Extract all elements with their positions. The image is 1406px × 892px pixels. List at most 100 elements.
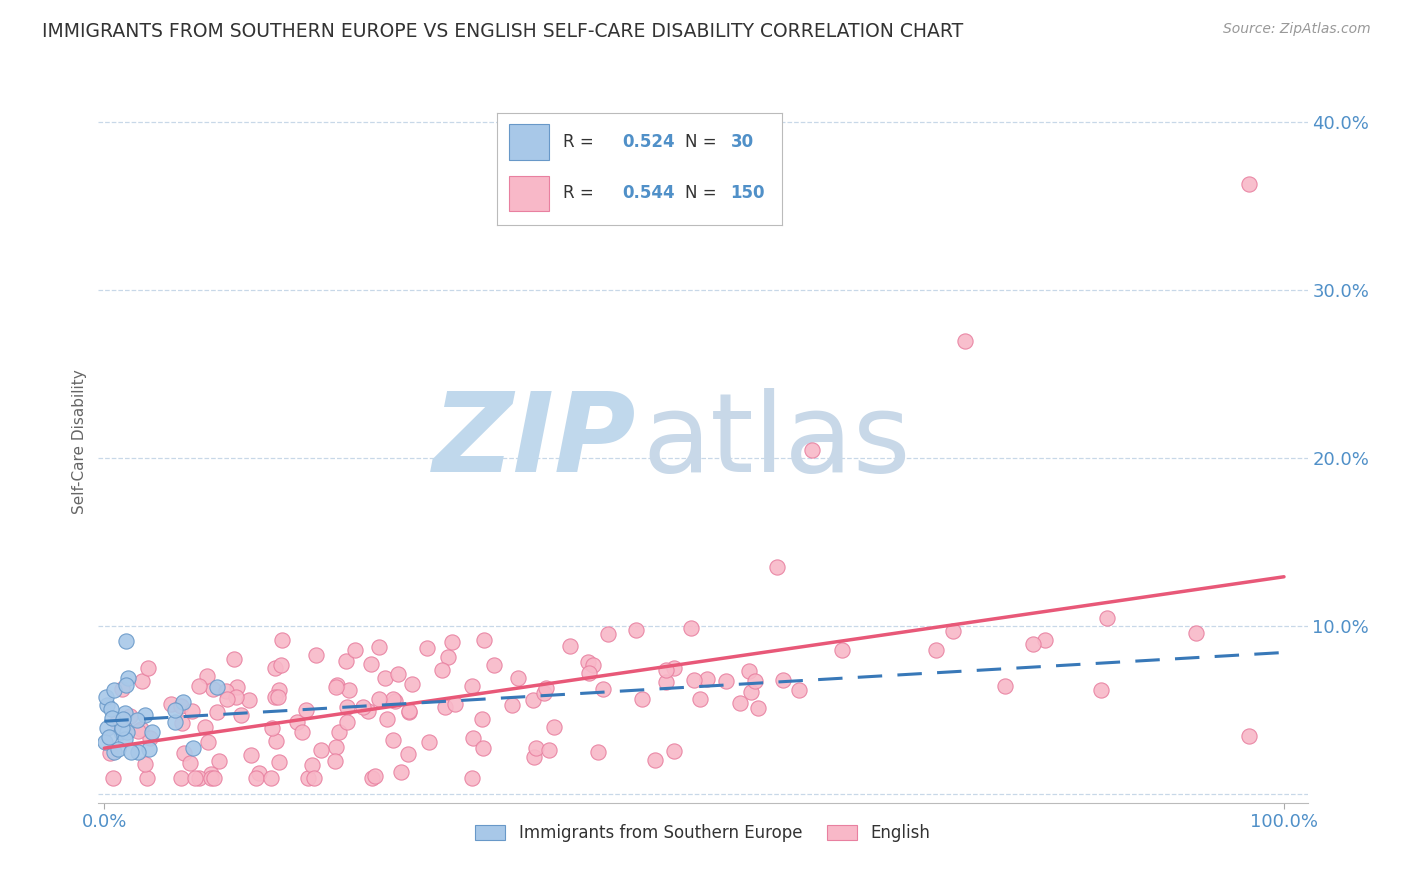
Point	[105, 715, 128, 730]
Point	[430, 663, 453, 677]
Point	[267, 682, 290, 697]
Point	[335, 654, 357, 668]
Point	[285, 715, 308, 730]
Point	[187, 771, 209, 785]
Point	[125, 713, 148, 727]
Point	[357, 704, 380, 718]
Point	[772, 673, 794, 687]
Point	[398, 704, 420, 718]
Point	[655, 675, 678, 690]
Point	[644, 753, 666, 767]
Point	[416, 640, 439, 655]
Point	[260, 771, 283, 785]
Point	[374, 671, 396, 685]
Point	[360, 657, 382, 671]
Point	[440, 635, 463, 649]
Point	[738, 664, 761, 678]
Point	[295, 704, 318, 718]
Point	[94, 735, 117, 749]
Point	[682, 673, 704, 687]
Point	[336, 699, 359, 714]
Point	[766, 559, 789, 574]
Point	[194, 719, 217, 733]
Point	[302, 771, 325, 785]
Point	[134, 708, 156, 723]
Point	[437, 650, 460, 665]
Point	[336, 715, 359, 730]
Point	[114, 706, 136, 720]
Point	[662, 744, 685, 758]
Point	[325, 680, 347, 694]
Legend: Immigrants from Southern Europe, English: Immigrants from Southern Europe, English	[468, 817, 938, 848]
Point	[787, 683, 810, 698]
Point	[214, 683, 236, 698]
Point	[401, 677, 423, 691]
Point	[291, 725, 314, 739]
Point	[578, 665, 600, 680]
Point	[681, 622, 703, 636]
Point	[925, 643, 948, 657]
Point	[111, 721, 134, 735]
Point	[1090, 683, 1112, 698]
Point	[200, 767, 222, 781]
Point	[231, 708, 253, 723]
Point	[471, 712, 494, 726]
Point	[165, 703, 187, 717]
Point	[1035, 633, 1057, 648]
Point	[270, 657, 292, 672]
Point	[434, 699, 457, 714]
Point	[337, 683, 360, 698]
Point	[267, 755, 290, 769]
Point	[115, 724, 138, 739]
Point	[664, 661, 686, 675]
Point	[586, 744, 609, 758]
Point	[131, 674, 153, 689]
Point	[482, 658, 505, 673]
Point	[97, 730, 120, 744]
Point	[159, 697, 181, 711]
Point	[384, 694, 406, 708]
Point	[360, 771, 382, 785]
Point	[387, 666, 409, 681]
Point	[630, 692, 652, 706]
Point	[301, 758, 323, 772]
Point	[110, 725, 132, 739]
Point	[1022, 638, 1045, 652]
Point	[201, 682, 224, 697]
Point	[994, 680, 1017, 694]
Point	[396, 747, 419, 761]
Point	[117, 671, 139, 685]
Point	[576, 655, 599, 669]
Point	[543, 720, 565, 734]
Point	[127, 745, 149, 759]
Point	[141, 725, 163, 739]
Point	[367, 691, 389, 706]
Point	[200, 771, 222, 785]
Point	[239, 747, 262, 762]
Point	[170, 715, 193, 730]
Point	[323, 754, 346, 768]
Point	[942, 624, 965, 639]
Point	[474, 633, 496, 648]
Point	[696, 672, 718, 686]
Text: Source: ZipAtlas.com: Source: ZipAtlas.com	[1223, 22, 1371, 37]
Point	[260, 721, 283, 735]
Point	[538, 743, 561, 757]
Point	[139, 731, 162, 745]
Point	[114, 634, 136, 648]
Point	[135, 771, 157, 785]
Point	[96, 698, 118, 713]
Point	[506, 672, 529, 686]
Point	[728, 696, 751, 710]
Point	[264, 734, 287, 748]
Point	[131, 722, 153, 736]
Point	[443, 697, 465, 711]
Point	[225, 680, 247, 694]
Point	[592, 682, 614, 697]
Point	[596, 627, 619, 641]
Point	[136, 661, 159, 675]
Point	[100, 702, 122, 716]
Point	[309, 743, 332, 757]
Point	[1095, 611, 1118, 625]
Y-axis label: Self-Care Disability: Self-Care Disability	[72, 369, 87, 514]
